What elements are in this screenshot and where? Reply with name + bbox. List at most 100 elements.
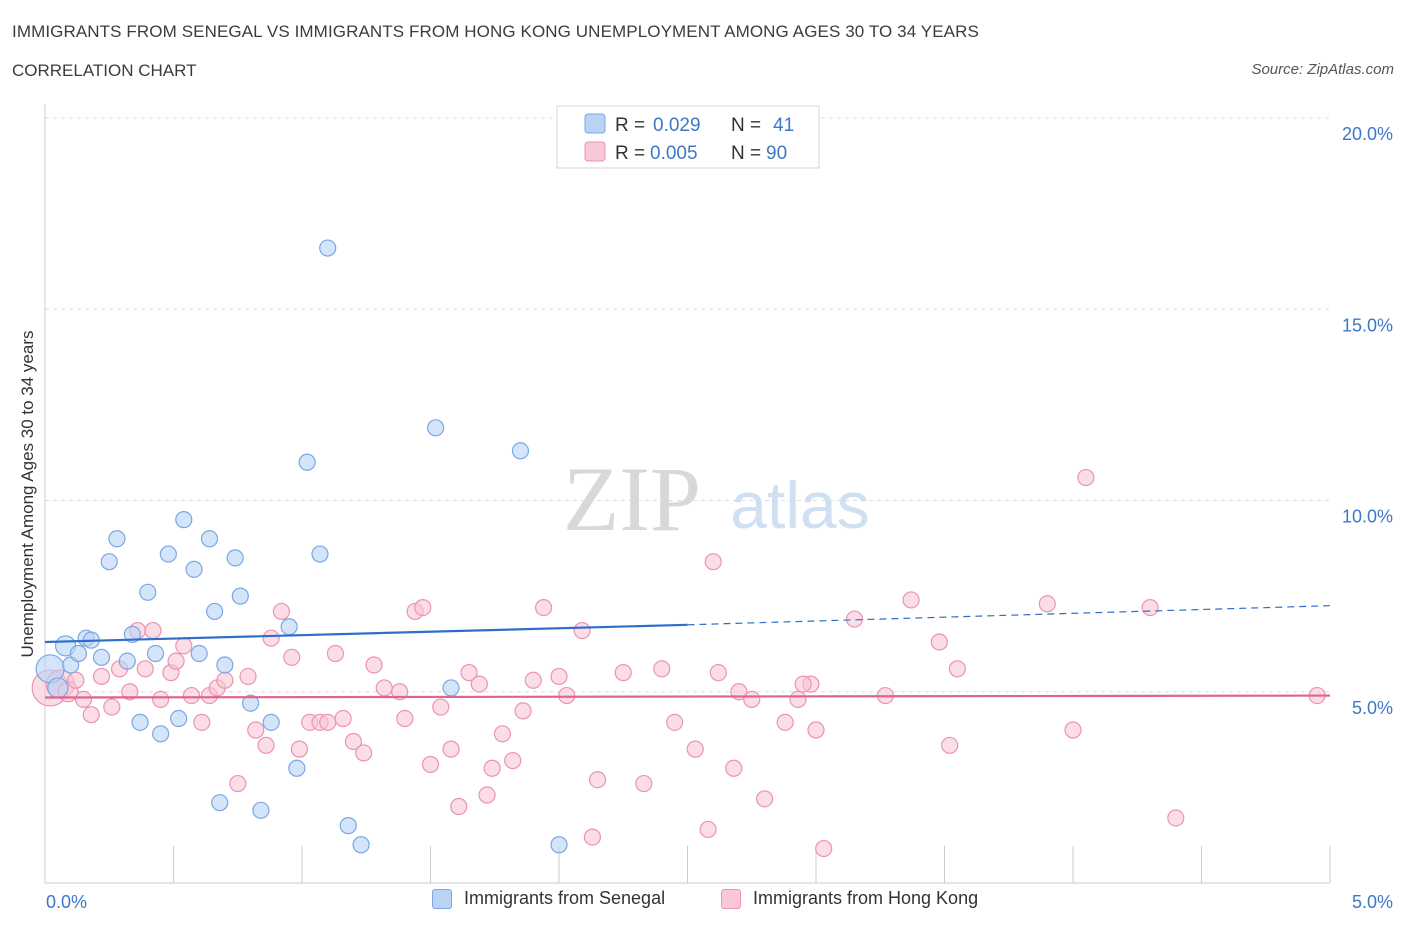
senegal-point	[427, 419, 445, 437]
chart-source: Source: ZipAtlas.com	[1251, 61, 1394, 78]
senegal-point	[123, 625, 141, 643]
senegal-point	[175, 511, 193, 529]
legend-swatch-hongkong	[584, 141, 606, 162]
chart-subtitle: CORRELATION CHART	[12, 61, 197, 80]
hongkong-point	[845, 610, 864, 628]
hongkong-point	[755, 790, 774, 808]
legend-r-value-senegal: 0.029	[653, 115, 701, 136]
hongkong-point	[144, 621, 162, 640]
hongkong-point	[257, 736, 275, 754]
senegal-point	[226, 549, 244, 567]
senegal-point	[206, 602, 224, 621]
senegal-point	[211, 794, 229, 812]
senegal-point	[139, 583, 157, 601]
legend-r-label-hongkong: R =	[615, 143, 645, 164]
hongkong-point	[375, 679, 393, 697]
hongkong-point	[483, 759, 501, 777]
grid-lines	[45, 117, 1330, 693]
senegal-point	[190, 644, 208, 663]
y-tick-label: 20.0%	[1342, 124, 1393, 144]
hongkong-point	[326, 644, 345, 663]
hongkong-point	[74, 690, 93, 709]
hongkong-point	[699, 820, 717, 839]
hongkong-point	[635, 774, 653, 793]
hongkong-point	[930, 633, 948, 651]
hongkong-point	[514, 702, 532, 720]
hongkong-point	[941, 736, 959, 754]
hongkong-point	[175, 637, 193, 655]
hongkong-point	[450, 797, 468, 816]
x-tick-label: 0.0%	[46, 892, 87, 912]
y-axis-label: Unemployment Among Ages 30 to 34 years	[18, 331, 37, 658]
hongkong-point	[193, 713, 211, 731]
hongkong-point	[573, 621, 591, 640]
hongkong-point	[442, 740, 460, 758]
legend-n-value-senegal: 41	[773, 115, 794, 136]
hongkong-point	[1141, 598, 1159, 617]
hongkong-point	[948, 660, 966, 678]
legend-swatch-hongkong-bottom	[721, 888, 741, 909]
hongkong-point	[743, 690, 761, 709]
legend-r-label-senegal: R =	[615, 115, 645, 136]
senegal-point	[185, 560, 203, 578]
hongkong-point	[614, 664, 632, 682]
hongkong-point	[1038, 595, 1056, 613]
hongkong-point	[776, 713, 794, 731]
watermark-atlas: atlas	[730, 468, 869, 542]
hongkong-point	[550, 667, 568, 686]
senegal-point	[152, 725, 170, 743]
hongkong-point	[182, 686, 201, 705]
legend-item-hongkong: Immigrants from Hong Kong	[721, 888, 978, 909]
senegal-point	[262, 713, 280, 731]
hongkong-point	[396, 709, 414, 728]
x-tick-label: 5.0%	[1352, 892, 1393, 912]
hongkong-point	[67, 671, 85, 689]
senegal-point	[47, 677, 69, 699]
hongkong-point	[583, 828, 602, 846]
senegal-point	[170, 709, 188, 728]
senegal-point	[108, 530, 126, 548]
legend-swatch-senegal-bottom	[432, 888, 452, 909]
hongkong-point	[686, 740, 704, 758]
hongkong-point	[815, 839, 833, 858]
legend-box: R = 0.029 N = 41 R = 0.005 N = 90	[556, 105, 820, 169]
senegal-point	[352, 836, 370, 854]
bottom-legend: Immigrants from Senegal Immigrants from …	[0, 888, 1406, 918]
hongkong-point	[493, 725, 512, 743]
hongkong-point	[504, 751, 522, 770]
senegal-trend-extension	[687, 605, 1331, 626]
hongkong-point	[421, 755, 440, 774]
hongkong-point	[1167, 809, 1185, 827]
hongkong-point	[470, 675, 488, 693]
senegal-point	[100, 553, 118, 571]
hongkong-point	[167, 652, 185, 670]
watermark: ZIP atlas	[563, 448, 870, 550]
senegal-point	[280, 618, 298, 636]
hongkong-point	[272, 602, 291, 621]
senegal-point	[146, 644, 165, 663]
legend-label-senegal: Immigrants from Senegal	[464, 888, 666, 908]
senegal-point	[311, 545, 329, 563]
x-tick-labels: 0.0% 5.0%	[46, 892, 1393, 912]
hongkong-point	[283, 648, 301, 666]
hongkong-point	[121, 683, 139, 701]
legend-item-senegal: Immigrants from Senegal	[432, 888, 665, 909]
hongkong-point	[290, 740, 309, 758]
hongkong-point	[92, 667, 111, 686]
hongkong-point	[82, 706, 100, 724]
legend-n-label-senegal: N =	[731, 115, 761, 136]
hongkong-point	[103, 698, 121, 716]
hongkong-point	[709, 664, 727, 682]
senegal-point	[159, 545, 177, 563]
senegal-point	[131, 713, 149, 731]
hongkong-point	[365, 656, 383, 674]
hongkong-point	[344, 732, 362, 751]
hongkong-point	[524, 671, 542, 689]
y-tick-label: 5.0%	[1352, 698, 1393, 718]
senegal-point	[550, 836, 568, 854]
chart-title: IMMIGRANTS FROM SENEGAL VS IMMIGRANTS FR…	[12, 22, 979, 41]
legend-n-label-hongkong: N =	[731, 143, 761, 164]
trend-lines	[44, 605, 1331, 699]
hongkong-point	[653, 660, 671, 678]
